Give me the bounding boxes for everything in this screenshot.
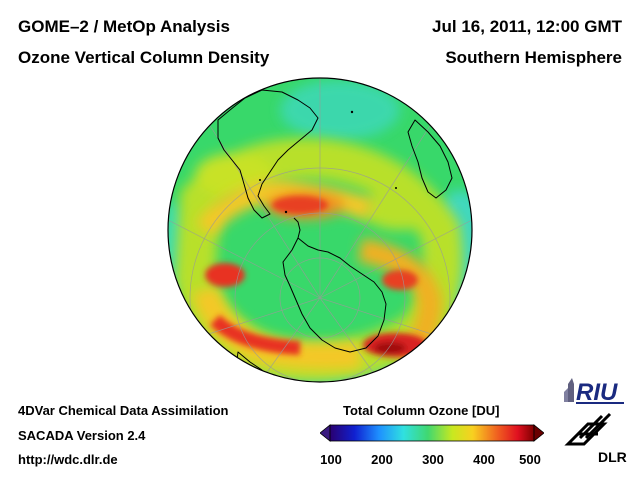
method-label: 4DVar Chemical Data Assimilation [18, 403, 229, 418]
ozone-globe-map [167, 77, 473, 383]
riu-logo: RIU [564, 378, 624, 406]
dlr-logo: DLR [564, 412, 627, 465]
source-url: http://wdc.dlr.de [18, 452, 118, 467]
timestamp: Jul 16, 2011, 12:00 GMT [432, 17, 622, 36]
colorbar-tick: 500 [519, 452, 541, 467]
riu-logo-text: RIU [576, 379, 618, 406]
colorbar [320, 424, 544, 442]
analysis-title: GOME–2 / MetOp Analysis [18, 17, 230, 36]
antarctic-peninsula [293, 217, 301, 239]
quantity-subtitle: Ozone Vertical Column Density [18, 48, 270, 67]
colorbar-tick: 300 [422, 452, 444, 467]
colorbar-min-arrow [320, 424, 331, 442]
dlr-logo-text: DLR [598, 449, 627, 465]
ozone-field [168, 78, 472, 382]
colorbar-tick: 400 [473, 452, 495, 467]
colorbar-tick: 200 [371, 452, 393, 467]
globe-outline [167, 77, 473, 383]
hemisphere-label: Southern Hemisphere [445, 48, 622, 67]
graticule [168, 78, 472, 382]
colorbar-gradient [329, 424, 535, 442]
colorbar-max-arrow [533, 424, 544, 442]
colorbar-title: Total Column Ozone [DU] [343, 403, 500, 418]
colorbar-tick: 100 [320, 452, 342, 467]
africa-coastline [407, 119, 453, 199]
version-label: SACADA Version 2.4 [18, 428, 146, 443]
antarctica-coastline [282, 237, 387, 353]
south-america-coastline [217, 89, 319, 219]
